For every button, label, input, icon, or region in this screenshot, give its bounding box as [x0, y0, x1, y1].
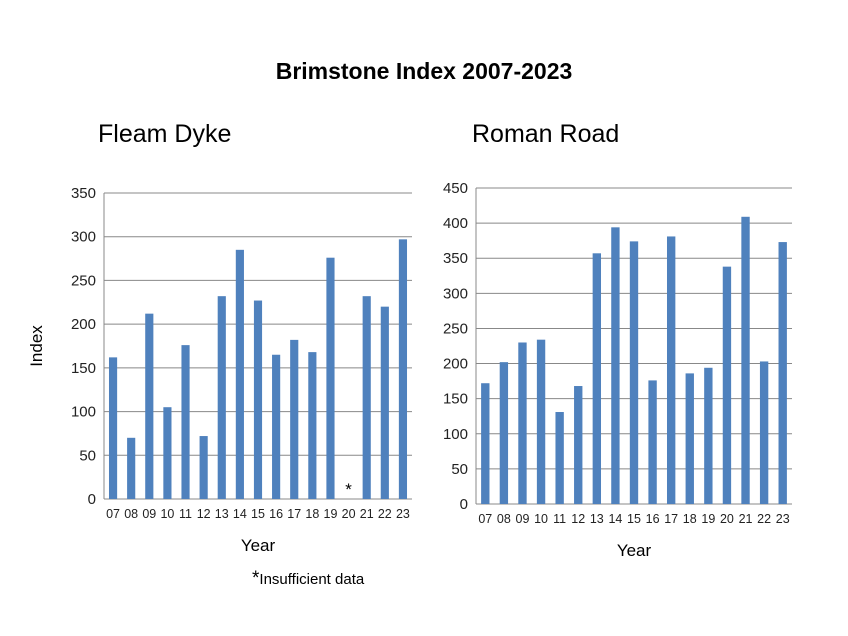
footnote-text: Insufficient data — [259, 571, 365, 588]
bar — [380, 306, 389, 499]
x-tick-label: 18 — [305, 507, 319, 521]
y-tick-label: 150 — [443, 391, 468, 408]
bar — [108, 357, 118, 499]
y-tick-label: 0 — [88, 491, 96, 508]
x-tick-label: 07 — [478, 512, 492, 526]
x-tick-label: 23 — [396, 507, 410, 521]
bar — [666, 236, 676, 504]
x-tick-label: 19 — [701, 512, 715, 526]
x-tick-label: 13 — [590, 512, 604, 526]
x-tick-label: 11 — [179, 507, 192, 521]
y-tick-label: 300 — [443, 285, 468, 302]
x-tick-label: 10 — [160, 507, 174, 521]
bar — [308, 352, 317, 499]
x-tick-label: 16 — [269, 507, 283, 521]
x-tick-label: 21 — [739, 512, 753, 526]
x-tick-label: 21 — [360, 507, 374, 521]
x-tick-label: 17 — [287, 507, 301, 521]
bar — [611, 227, 620, 504]
bar — [555, 412, 564, 504]
x-tick-label: 15 — [627, 512, 641, 526]
x-tick-label: 10 — [534, 512, 548, 526]
bar — [648, 380, 657, 504]
data-annotation: * — [345, 480, 352, 499]
bar — [741, 216, 750, 504]
y-tick-label: 200 — [443, 356, 468, 373]
bar — [722, 266, 732, 504]
bar — [326, 257, 335, 499]
bar — [199, 436, 208, 499]
y-tick-label: 450 — [443, 180, 468, 197]
bar — [481, 383, 490, 504]
x-tick-label: 15 — [251, 507, 265, 521]
x-tick-label: 13 — [215, 507, 229, 521]
bar — [592, 253, 602, 504]
x-tick-label: 14 — [233, 507, 247, 521]
bar — [536, 339, 546, 504]
x-axis-label: Year — [617, 541, 652, 560]
bar — [163, 407, 172, 499]
x-tick-label: 23 — [776, 512, 790, 526]
x-tick-label: 11 — [553, 512, 566, 526]
bar — [685, 373, 694, 504]
y-tick-label: 400 — [443, 215, 468, 232]
y-tick-label: 0 — [460, 496, 468, 513]
bar — [759, 361, 769, 504]
bar — [127, 437, 136, 499]
x-tick-label: 22 — [378, 507, 392, 521]
y-tick-label: 300 — [71, 229, 96, 246]
x-tick-label: 09 — [142, 507, 156, 521]
footnote-marker: * — [252, 568, 260, 589]
x-tick-label: 09 — [516, 512, 530, 526]
y-tick-label: 350 — [443, 250, 468, 267]
y-tick-label: 150 — [71, 360, 96, 377]
y-tick-label: 350 — [71, 185, 96, 202]
y-tick-label: 200 — [71, 316, 96, 333]
x-tick-label: 12 — [197, 507, 211, 521]
y-tick-label: 250 — [443, 320, 468, 337]
x-tick-label: 20 — [342, 507, 356, 521]
x-tick-label: 17 — [664, 512, 678, 526]
x-tick-label: 12 — [571, 512, 585, 526]
bar — [499, 362, 509, 504]
x-tick-label: 16 — [646, 512, 660, 526]
bar — [145, 313, 154, 499]
y-tick-label: 250 — [71, 272, 96, 289]
x-axis-label: Year — [241, 536, 276, 555]
chart-title-roman-road: Roman Road — [472, 120, 620, 148]
bar — [398, 239, 408, 499]
bar — [253, 300, 263, 499]
bar — [181, 345, 190, 499]
bar — [704, 367, 713, 504]
y-tick-label: 100 — [443, 426, 468, 443]
y-tick-label: 50 — [79, 447, 96, 464]
x-tick-label: 18 — [683, 512, 697, 526]
x-tick-label: 20 — [720, 512, 734, 526]
x-tick-label: 07 — [106, 507, 120, 521]
x-tick-label: 19 — [324, 507, 338, 521]
chart-title-fleam-dyke: Fleam Dyke — [98, 120, 232, 148]
y-axis-label: Index — [27, 325, 46, 367]
bar — [235, 249, 244, 499]
y-tick-label: 100 — [71, 404, 96, 421]
footnote: *Insufficient data — [252, 568, 364, 590]
x-tick-label: 14 — [608, 512, 622, 526]
bar — [290, 339, 299, 499]
y-tick-label: 50 — [451, 461, 468, 478]
x-tick-label: 22 — [757, 512, 771, 526]
bar — [574, 386, 583, 504]
bar — [362, 296, 371, 499]
bar — [778, 242, 787, 504]
x-tick-label: 08 — [124, 507, 138, 521]
page-title: Brimstone Index 2007-2023 — [275, 58, 573, 84]
bar — [272, 354, 281, 499]
bar — [217, 296, 226, 499]
x-tick-label: 08 — [497, 512, 511, 526]
bar — [518, 342, 527, 504]
bar — [629, 241, 639, 504]
